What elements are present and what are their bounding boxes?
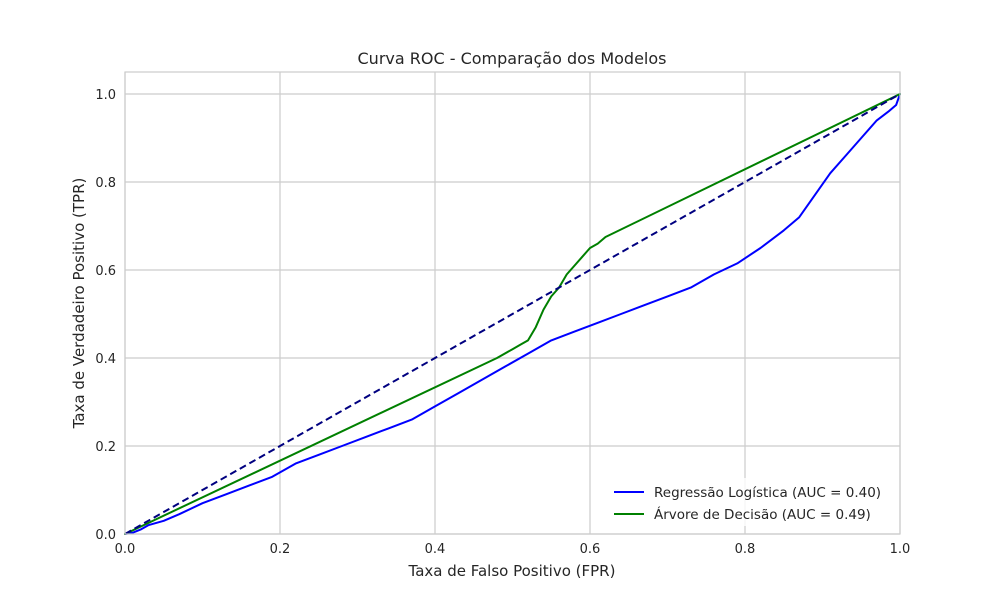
y-tick-label: 0.8 bbox=[95, 176, 116, 191]
chart-title: Curva ROC - Comparação dos Modelos bbox=[358, 49, 667, 68]
y-axis-title: Taxa de Verdadeiro Positivo (TPR) bbox=[70, 178, 88, 430]
roc-line-decision-tree bbox=[124, 93, 901, 535]
legend-label-tree: Árvore de Decisão (AUC = 0.49) bbox=[654, 506, 871, 523]
y-tick-labels: 0.0 0.2 0.4 0.6 0.8 1.0 bbox=[95, 88, 116, 543]
x-tick-label: 0.2 bbox=[270, 542, 291, 557]
legend-box bbox=[603, 478, 893, 526]
legend: Regressão Logística (AUC = 0.40) Árvore … bbox=[603, 478, 893, 526]
plot-area bbox=[125, 72, 900, 534]
plot-frame bbox=[124, 71, 901, 535]
y-tick-label: 0.2 bbox=[95, 440, 116, 455]
x-tick-label: 0.6 bbox=[580, 542, 601, 557]
x-tick-label: 0.0 bbox=[115, 542, 136, 557]
roc-line-logistic-regression bbox=[124, 93, 901, 535]
x-axis-title: Taxa de Falso Positivo (FPR) bbox=[408, 562, 616, 580]
x-tick-label: 0.8 bbox=[735, 542, 756, 557]
y-tick-label: 1.0 bbox=[95, 88, 116, 103]
series-group bbox=[124, 93, 901, 535]
y-tick-label: 0.6 bbox=[95, 264, 116, 279]
legend-label-logistic: Regressão Logística (AUC = 0.40) bbox=[654, 485, 881, 501]
y-tick-label: 0.0 bbox=[95, 528, 116, 543]
x-tick-label: 1.0 bbox=[890, 542, 911, 557]
random-baseline-line bbox=[124, 93, 901, 535]
y-tick-label: 0.4 bbox=[95, 352, 116, 367]
x-tick-label: 0.4 bbox=[425, 542, 446, 557]
x-tick-labels: 0.0 0.2 0.4 0.6 0.8 1.0 bbox=[115, 542, 911, 557]
